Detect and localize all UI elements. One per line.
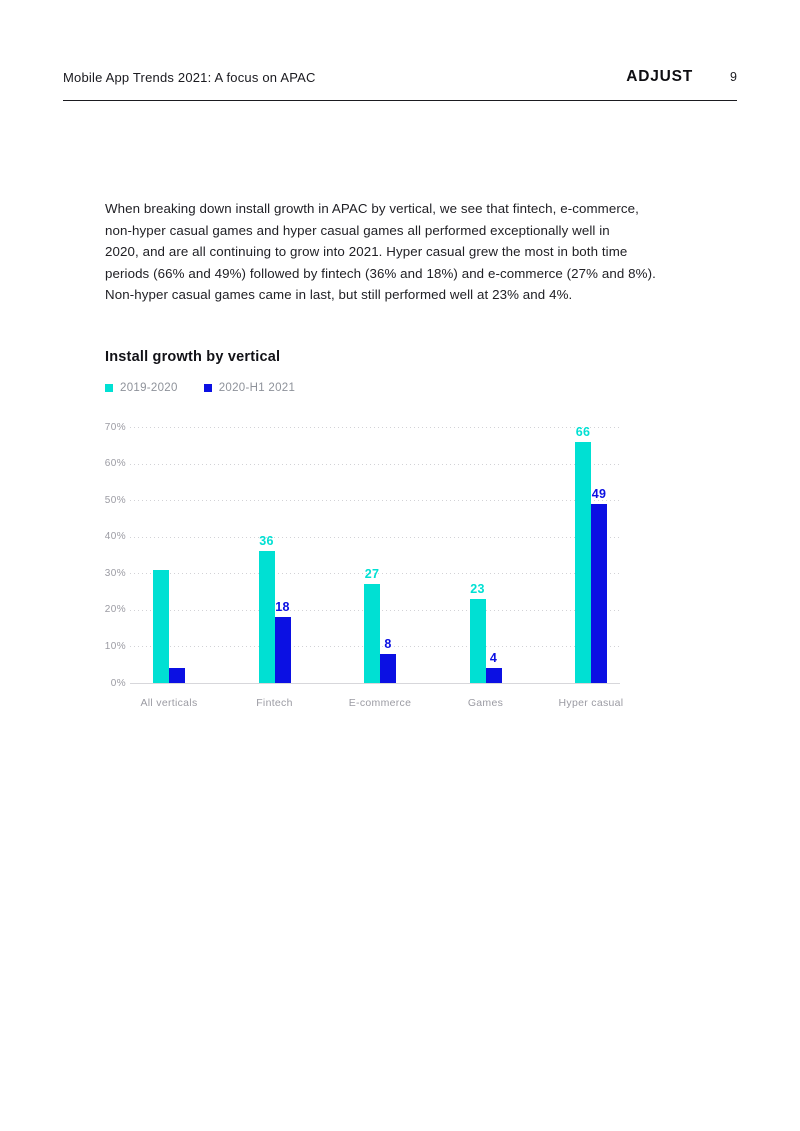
y-axis-tick-label: 30% xyxy=(104,567,126,579)
bar-2019-2020: 66 xyxy=(575,425,591,683)
paragraph-line: When breaking down install growth in APA… xyxy=(105,201,639,216)
y-axis-tick-label: 60% xyxy=(104,458,126,470)
bar-2020-H1 2021: 49 xyxy=(591,487,607,683)
bar-2020-H1 2021: 8 xyxy=(380,637,396,683)
paragraph-line: periods (66% and 49%) followed by fintec… xyxy=(105,265,656,281)
gridline xyxy=(130,536,620,538)
bar-value-label: 66 xyxy=(575,424,591,439)
bar-2019-2020: 27 xyxy=(364,567,380,683)
bar-group: 36 18 xyxy=(258,534,291,683)
bar-2020-H1 2021 xyxy=(169,668,185,683)
bar-value-label: 18 xyxy=(275,600,290,615)
legend-swatch-icon xyxy=(105,384,113,392)
bar-group: 27 8 xyxy=(364,567,396,683)
y-axis-tick-label: 70% xyxy=(104,421,126,433)
bar-2019-2020: 36 xyxy=(258,534,275,683)
y-axis-tick-label: 10% xyxy=(104,640,126,652)
page-number: 9 xyxy=(730,70,737,84)
x-axis-category-label: Fintech xyxy=(256,697,293,709)
x-axis-category-label: Hyper casual xyxy=(558,697,624,709)
bar-value-label: 27 xyxy=(364,567,380,582)
bar-value-label: 8 xyxy=(384,636,392,651)
x-axis-category-label: All verticals xyxy=(140,697,198,709)
bar-group: 23 4 xyxy=(469,582,502,683)
bar-group xyxy=(153,569,185,683)
bar-chart-plot: 0% 10% 20% 30% 40% 50% 60% 70% All verticals 36 18… xyxy=(105,422,623,710)
legend-label: 2019-2020 xyxy=(120,382,178,394)
gridline xyxy=(130,500,620,502)
header-right: ADJUST 9 xyxy=(626,68,737,86)
y-axis-tick-label: 40% xyxy=(104,531,126,543)
gridline xyxy=(130,427,620,428)
y-axis-tick-label: 20% xyxy=(104,604,126,616)
page-header: Mobile App Trends 2021: A focus on APAC … xyxy=(63,64,737,90)
bar-2020-H1 2021: 18 xyxy=(274,600,291,683)
legend-item: 2020-H1 2021 xyxy=(203,382,296,394)
legend-swatch-icon xyxy=(203,384,212,392)
x-axis-line xyxy=(130,682,620,685)
x-axis-category-label: E-commerce xyxy=(348,697,412,709)
bar-value-label: 23 xyxy=(470,581,485,596)
chart-legend: 2019-2020 2020-H1 2021 xyxy=(105,382,295,394)
chart-title: Install growth by vertical xyxy=(105,349,281,365)
paragraph-line: 2020, and are all continuing to grow int… xyxy=(105,244,628,259)
bar-2019-2020 xyxy=(153,569,169,683)
bar-2020-H1 2021: 4 xyxy=(485,651,502,683)
adjust-logo: ADJUST xyxy=(626,68,694,85)
gridline xyxy=(130,463,620,465)
report-title: Mobile App Trends 2021: A focus on APAC xyxy=(63,69,316,85)
bar-group: 66 49 xyxy=(575,425,607,683)
paragraph-line: non-hyper casual games and hyper casual … xyxy=(105,222,610,238)
paragraph-line: Non-hyper casual games came in last, but… xyxy=(105,287,573,302)
header-divider xyxy=(63,100,737,101)
bar-value-label: 4 xyxy=(489,651,498,666)
legend-label: 2020-H1 2021 xyxy=(218,382,296,394)
y-axis-tick-label: 0% xyxy=(110,677,126,689)
gridline xyxy=(130,573,620,575)
y-axis-tick-label: 50% xyxy=(104,494,126,506)
legend-item: 2019-2020 xyxy=(105,382,178,394)
body-paragraph: When breaking down install growth in APA… xyxy=(105,198,656,306)
bar-value-label: 49 xyxy=(591,486,607,501)
bar-2019-2020: 23 xyxy=(469,582,486,683)
bar-value-label: 36 xyxy=(259,534,274,549)
x-axis-category-label: Games xyxy=(467,697,504,709)
